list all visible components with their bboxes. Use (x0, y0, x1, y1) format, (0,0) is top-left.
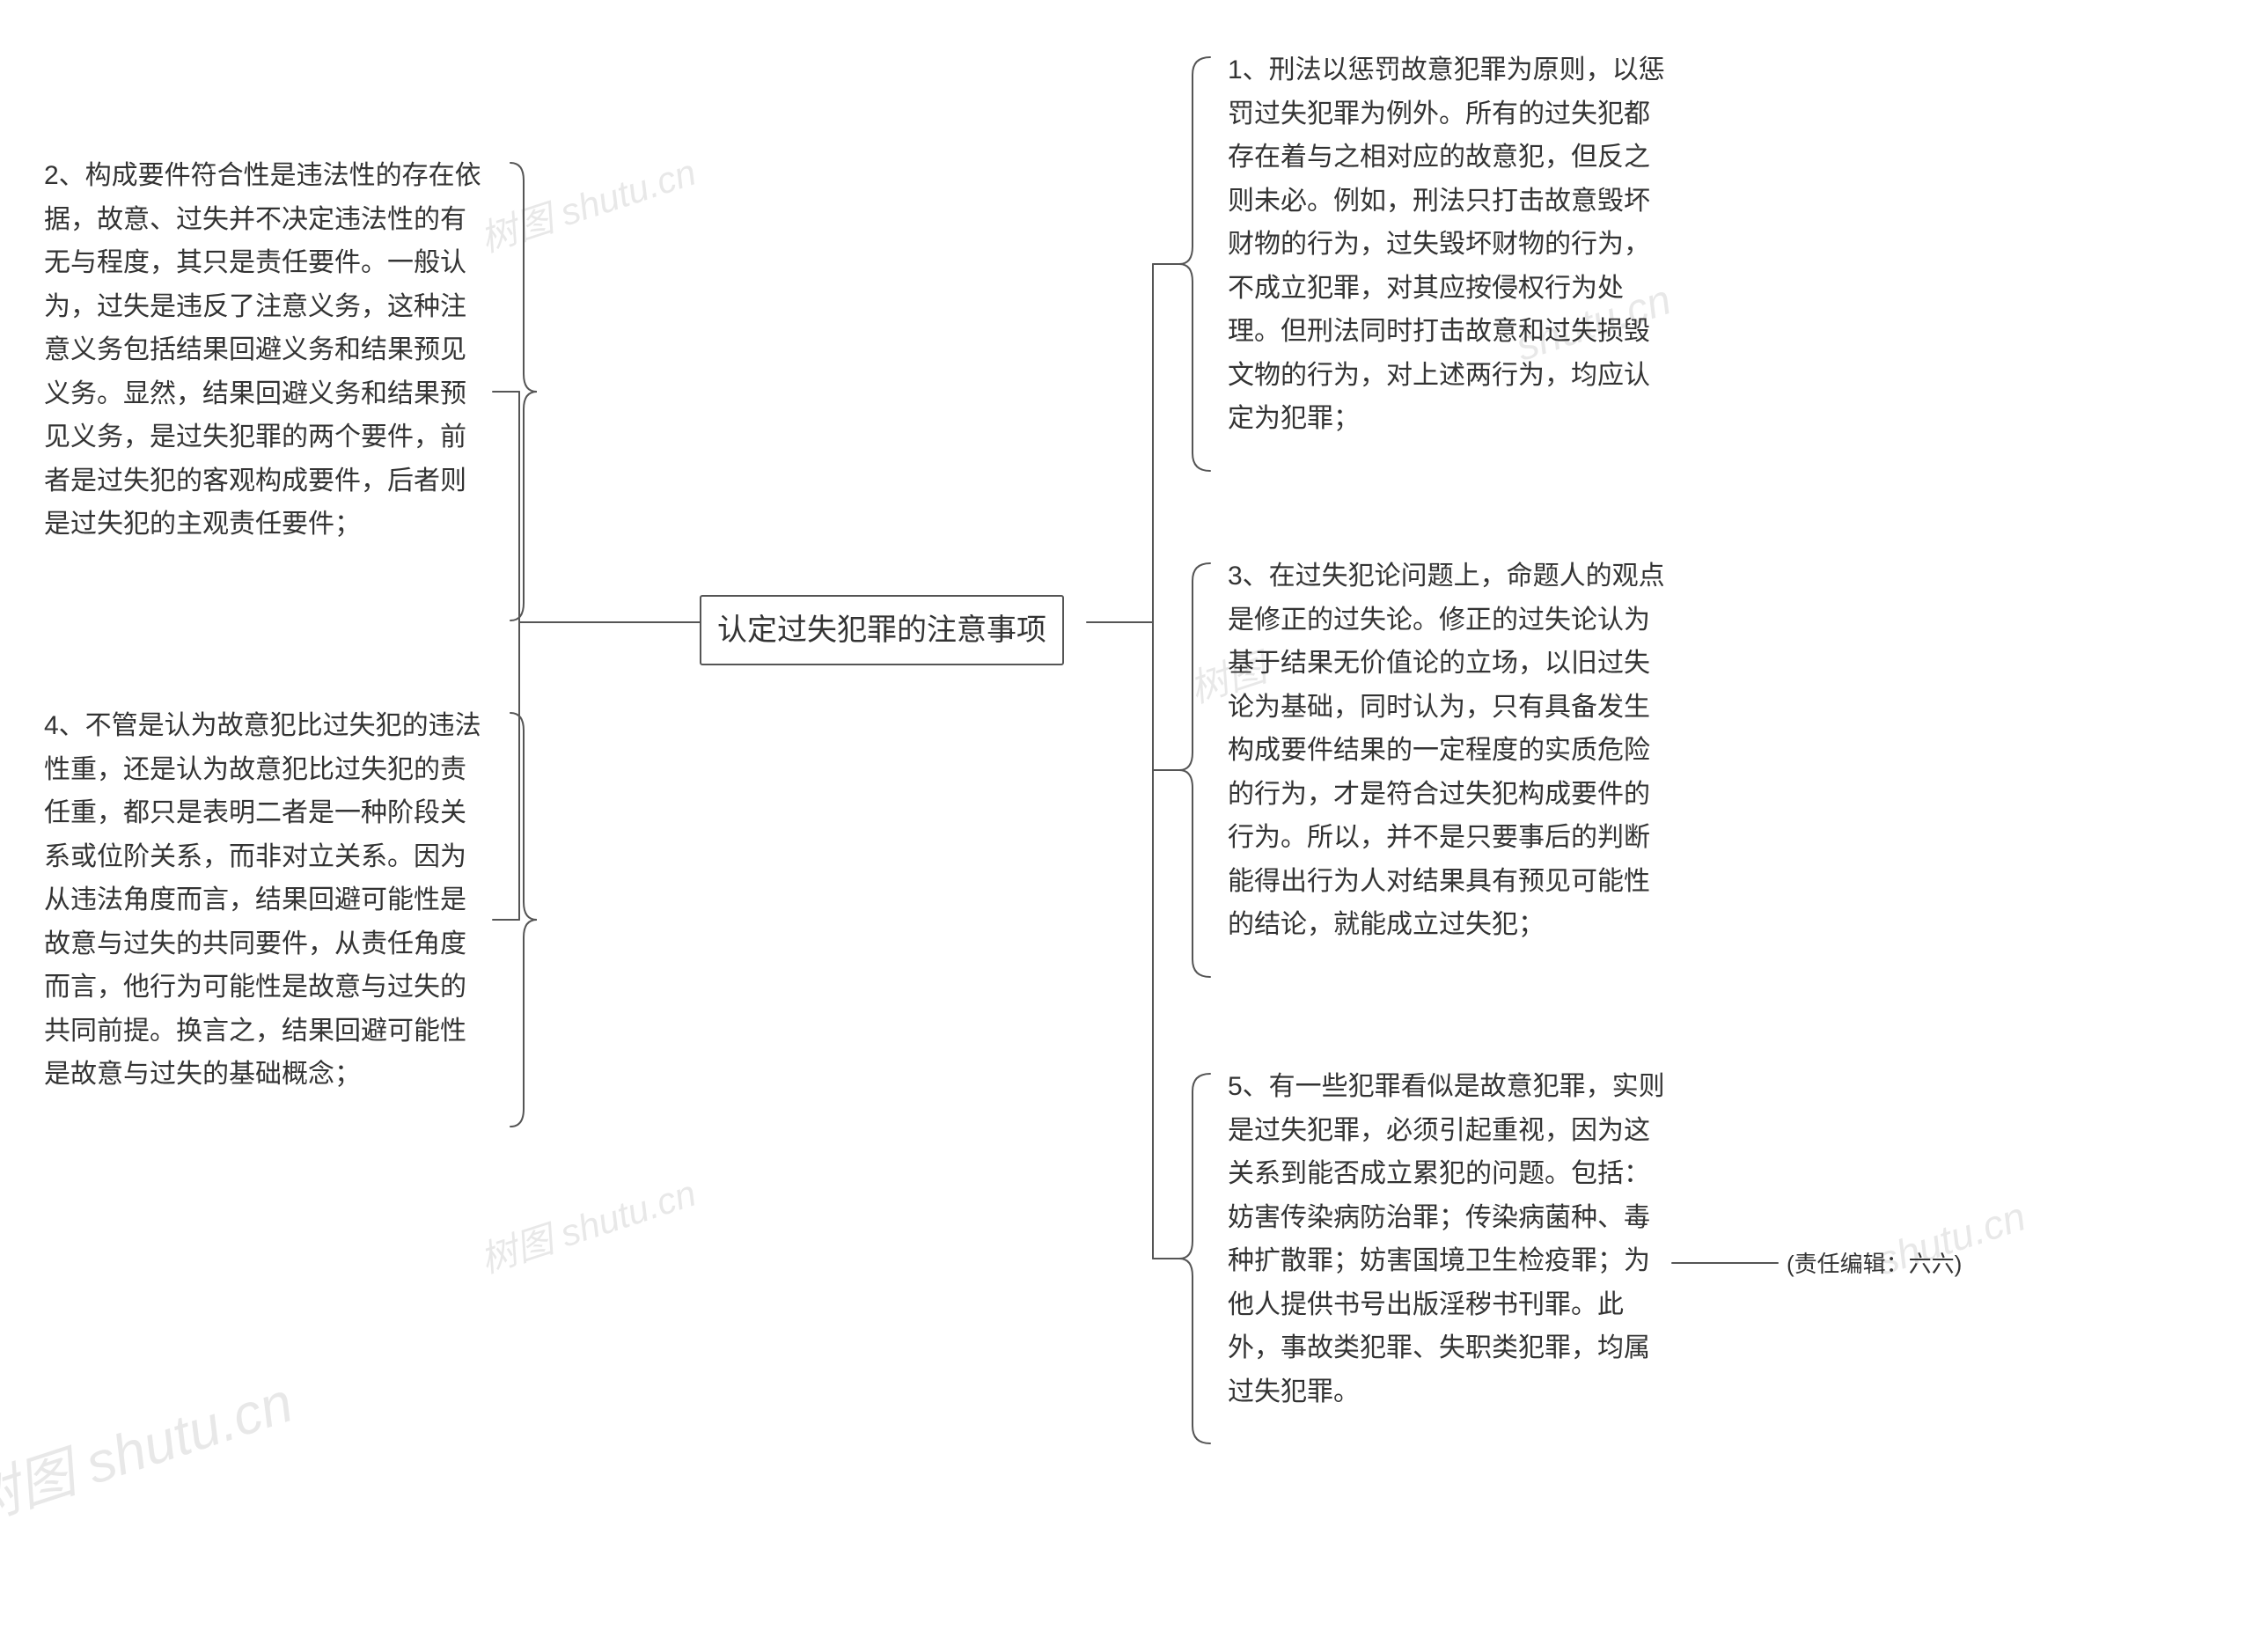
mindmap-node-n1: 1、刑法以惩罚故意犯罪为原则，以惩罚过失犯罪为例外。所有的过失犯都存在着与之相对… (1228, 48, 1668, 441)
mindmap-node-n6: (责任编辑：六六) (1787, 1245, 2015, 1283)
mindmap-node-n5: 5、有一些犯罪看似是故意犯罪，实则是过失犯罪，必须引起重视，因为这关系到能否成立… (1228, 1065, 1668, 1413)
center-topic: 认定过失犯罪的注意事项 (700, 595, 1064, 665)
mindmap-node-n2: 2、构成要件符合性是违法性的存在依据，故意、过失并不决定违法性的有无与程度，其只… (44, 154, 484, 547)
watermark: 树图 shutu.cn (473, 1164, 702, 1284)
watermark: 树图 shutu.cn (473, 143, 702, 263)
watermark: 树图 shutu.cn (0, 1357, 301, 1539)
mindmap-node-n3: 3、在过失犯论问题上，命题人的观点是修正的过失论。修正的过失论认为基于结果无价值… (1228, 554, 1668, 947)
mindmap-node-n4: 4、不管是认为故意犯比过失犯的违法性重，还是认为故意犯比过失犯的责任重，都只是表… (44, 704, 484, 1097)
